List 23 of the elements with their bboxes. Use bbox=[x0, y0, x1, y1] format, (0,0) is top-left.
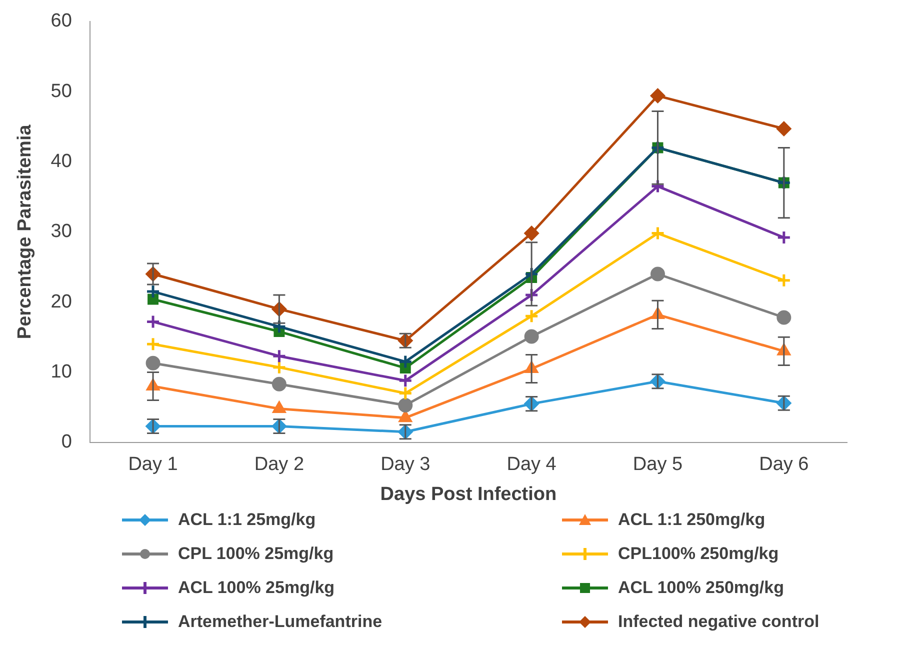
x-tick-label: Day 4 bbox=[506, 454, 557, 476]
x-tick-label: Day 3 bbox=[380, 454, 430, 476]
legend-label: Artemether-Lumefantrine bbox=[178, 612, 382, 632]
y-tick-label: 0 bbox=[61, 432, 72, 453]
y-tick-label: 20 bbox=[50, 291, 72, 312]
legend-label: ACL 1:1 25mg/kg bbox=[178, 510, 316, 530]
legend-label: CPL100% 250mg/kg bbox=[618, 544, 779, 564]
y-tick-label: 60 bbox=[50, 10, 72, 32]
x-axis-title: Days Post Infection bbox=[380, 484, 557, 505]
legend-label: ACL 1:1 250mg/kg bbox=[618, 510, 766, 530]
legend-label: Infected negative control bbox=[618, 612, 820, 632]
y-tick-label: 30 bbox=[50, 221, 72, 242]
legend-label: ACL 100% 250mg/kg bbox=[618, 578, 784, 598]
x-tick-label: Day 6 bbox=[759, 454, 809, 476]
legend-label: CPL 100% 25mg/kg bbox=[178, 544, 334, 564]
y-axis-title: Percentage Parasitemia bbox=[14, 124, 36, 340]
y-tick-label: 10 bbox=[50, 361, 72, 382]
y-tick-label: 40 bbox=[50, 150, 72, 172]
x-tick-label: Day 2 bbox=[254, 454, 304, 476]
y-tick-label: 50 bbox=[50, 80, 72, 102]
x-tick-label: Day 5 bbox=[632, 454, 683, 476]
x-tick-label: Day 1 bbox=[128, 454, 178, 476]
legend-label: ACL 100% 25mg/kg bbox=[178, 578, 335, 598]
